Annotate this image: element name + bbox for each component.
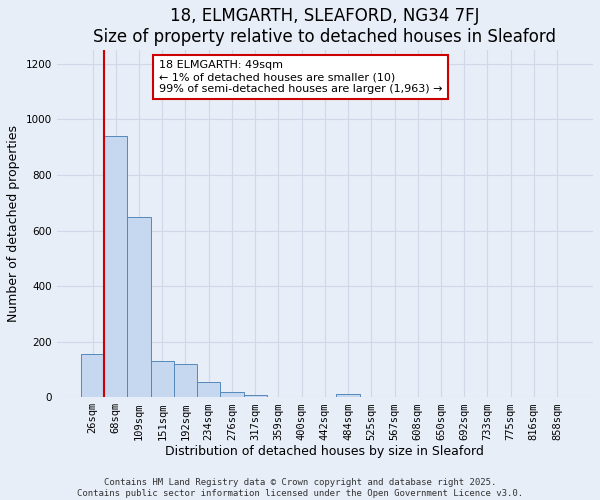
- Y-axis label: Number of detached properties: Number of detached properties: [7, 125, 20, 322]
- Bar: [127, 216, 151, 397]
- Bar: [151, 361, 174, 397]
- Text: Contains HM Land Registry data © Crown copyright and database right 2025.
Contai: Contains HM Land Registry data © Crown c…: [77, 478, 523, 498]
- Bar: [104, 136, 127, 397]
- Bar: [244, 395, 267, 397]
- Bar: [174, 364, 197, 397]
- Bar: [81, 354, 104, 397]
- Bar: [197, 382, 220, 397]
- Bar: [220, 392, 244, 397]
- Bar: [337, 394, 359, 397]
- Text: 18 ELMGARTH: 49sqm
← 1% of detached houses are smaller (10)
99% of semi-detached: 18 ELMGARTH: 49sqm ← 1% of detached hous…: [158, 60, 442, 94]
- X-axis label: Distribution of detached houses by size in Sleaford: Distribution of detached houses by size …: [166, 445, 484, 458]
- Title: 18, ELMGARTH, SLEAFORD, NG34 7FJ
Size of property relative to detached houses in: 18, ELMGARTH, SLEAFORD, NG34 7FJ Size of…: [94, 7, 556, 46]
